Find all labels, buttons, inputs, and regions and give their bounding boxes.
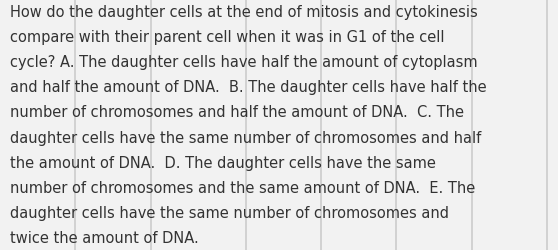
Text: cycle? A. The daughter cells have half the amount of cytoplasm: cycle? A. The daughter cells have half t…: [10, 55, 478, 70]
Text: the amount of DNA.  D. The daughter cells have the same: the amount of DNA. D. The daughter cells…: [10, 155, 436, 170]
Text: number of chromosomes and the same amount of DNA.  E. The: number of chromosomes and the same amoun…: [10, 180, 475, 195]
Text: number of chromosomes and half the amount of DNA.  C. The: number of chromosomes and half the amoun…: [10, 105, 464, 120]
Text: compare with their parent cell when it was in G1 of the cell: compare with their parent cell when it w…: [10, 30, 445, 45]
Text: daughter cells have the same number of chromosomes and half: daughter cells have the same number of c…: [10, 130, 482, 145]
Text: twice the amount of DNA.: twice the amount of DNA.: [10, 230, 199, 245]
Text: daughter cells have the same number of chromosomes and: daughter cells have the same number of c…: [10, 205, 449, 220]
Text: How do the daughter cells at the end of mitosis and cytokinesis: How do the daughter cells at the end of …: [10, 5, 478, 20]
Text: and half the amount of DNA.  B. The daughter cells have half the: and half the amount of DNA. B. The daugh…: [10, 80, 487, 95]
